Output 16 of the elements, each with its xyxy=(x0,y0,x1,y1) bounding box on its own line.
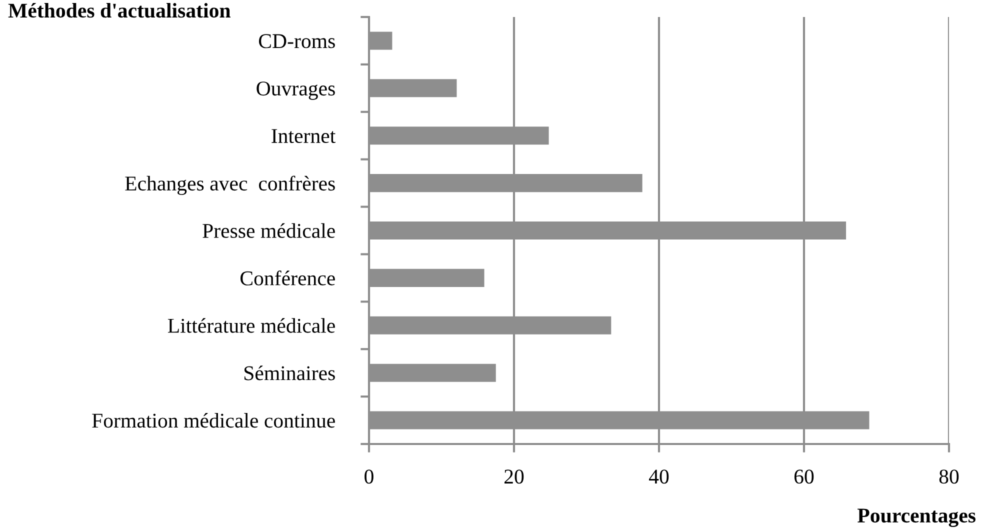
y-tick-label: Conférence xyxy=(240,270,335,286)
x-axis-title: Pourcentages xyxy=(858,508,976,527)
y-tick-label: Littérature médicale xyxy=(168,318,335,333)
x-tick-label: 0 xyxy=(364,470,374,484)
x-tick-label: 80 xyxy=(939,470,959,484)
y-tick-label: Formation médicale continue xyxy=(92,413,335,428)
text: Méthodes d'actualisation xyxy=(8,2,230,18)
x-tick-label: 40 xyxy=(648,470,669,484)
y-tick-label: Echanges avec confrères xyxy=(125,176,335,195)
y-tick-label: Internet xyxy=(272,129,336,144)
y-tick-label: Séminaires xyxy=(244,366,335,380)
y-tick-label: Ouvrages xyxy=(256,82,335,100)
x-tick-label: 60 xyxy=(794,470,814,484)
y-tick-label: CD-roms xyxy=(258,34,335,48)
x-tick-label: 20 xyxy=(504,470,524,484)
y-tick-label: Presse médicale xyxy=(202,223,335,238)
